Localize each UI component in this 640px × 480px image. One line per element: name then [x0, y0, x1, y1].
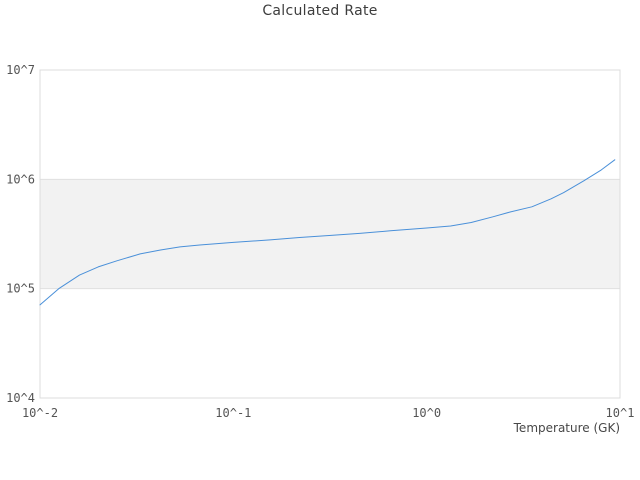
x-axis-label: Temperature (GK) — [513, 421, 620, 435]
y-tick-label: 10^6 — [6, 172, 35, 186]
x-tick-label: 10^-2 — [22, 406, 58, 420]
y-tick-label: 10^5 — [6, 282, 35, 296]
plot-border — [39, 69, 621, 399]
x-tick-label: 10^-1 — [215, 406, 251, 420]
series-line-calculated-rate — [39, 159, 616, 306]
y-tick-label: 10^7 — [6, 63, 35, 77]
y-tick-label: 10^4 — [6, 391, 35, 405]
chart-title: Calculated Rate — [262, 3, 378, 19]
x-tick-label: 10^1 — [606, 406, 635, 420]
shaded-band — [40, 179, 620, 289]
x-tick-label: 10^0 — [412, 406, 441, 420]
